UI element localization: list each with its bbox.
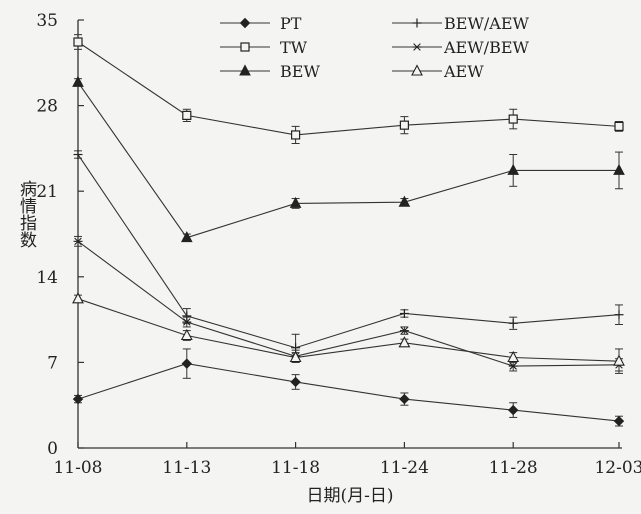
legend-label: AEW xyxy=(443,62,484,81)
y-tick-label: 7 xyxy=(47,353,58,373)
legend-item-bew: BEW xyxy=(220,62,320,81)
data-point xyxy=(182,110,192,120)
legend-item-aew: AEW xyxy=(392,62,484,81)
legend-item-pt: PT xyxy=(220,14,302,33)
x-tick-label: 12-03 xyxy=(594,458,641,478)
data-point xyxy=(181,358,193,369)
data-point xyxy=(507,163,520,175)
y-tick-label: 14 xyxy=(36,268,58,288)
data-point xyxy=(399,308,409,318)
data-point xyxy=(291,130,301,140)
data-point xyxy=(72,292,84,304)
data-point xyxy=(180,231,193,243)
data-point xyxy=(507,350,520,363)
data-point xyxy=(289,196,302,208)
data-point xyxy=(73,237,83,246)
data-point xyxy=(399,120,409,130)
axes: 0 7 14 21 28 35 11-08 11-13 11-18 11-24 11-28 12-03 xyxy=(36,11,641,478)
series-aew xyxy=(72,292,625,374)
legend-item-bew-aew: BEW/AEW xyxy=(392,14,530,33)
series-line-aew xyxy=(77,298,620,362)
legend-item-aew-bew: AEW/BEW xyxy=(392,38,530,57)
legend-item-tw: TW xyxy=(220,38,308,57)
series-line-bew xyxy=(77,82,619,239)
data-point xyxy=(507,404,519,416)
legend-label: PT xyxy=(280,14,302,33)
data-point xyxy=(72,393,84,405)
y-tick-label: 21 xyxy=(36,182,58,202)
series-line-aew-bew xyxy=(77,240,620,367)
legend-marker xyxy=(411,64,423,76)
series-line-pt xyxy=(77,363,620,422)
x-tick-label: 11-08 xyxy=(53,458,102,478)
legend: PT TW BEW BEW/AEW AEW/BEW AEW xyxy=(220,14,530,81)
legend-label: TW xyxy=(280,38,308,57)
legend-marker xyxy=(239,17,251,29)
y-axis-title: 病情指数 xyxy=(16,180,37,248)
legend-marker xyxy=(412,43,422,51)
y-tick-label: 35 xyxy=(36,11,58,31)
data-point xyxy=(73,150,83,160)
series-line-bew-aew xyxy=(77,154,620,349)
legend-label: BEW xyxy=(280,62,320,81)
data-point xyxy=(182,318,192,326)
series-line-tw xyxy=(77,41,620,136)
legend-label: BEW/AEW xyxy=(444,14,530,33)
data-point xyxy=(290,376,301,388)
x-tick-label: 11-18 xyxy=(271,458,320,478)
data-point xyxy=(614,310,624,320)
x-axis-title: 日期(月-日) xyxy=(306,486,393,506)
data-point xyxy=(613,163,625,175)
legend-marker xyxy=(239,64,251,76)
y-tick-label: 28 xyxy=(36,97,58,117)
data-point xyxy=(613,415,625,427)
y-tick-label: 0 xyxy=(47,439,58,459)
data-point xyxy=(613,354,625,366)
series-bew xyxy=(72,75,625,243)
data-point xyxy=(73,37,83,47)
x-tick-label: 11-13 xyxy=(162,458,211,478)
data-point xyxy=(508,362,518,370)
legend-label: AEW/BEW xyxy=(443,38,530,57)
series-layer xyxy=(72,34,625,427)
data-point xyxy=(508,318,518,328)
series-bew-aew xyxy=(73,150,624,362)
data-point xyxy=(399,393,410,405)
legend-marker xyxy=(240,42,250,52)
data-point xyxy=(180,328,193,341)
data-point xyxy=(398,336,411,348)
data-point xyxy=(289,350,302,363)
x-tick-label: 11-28 xyxy=(489,458,538,478)
series-pt xyxy=(72,348,625,427)
legend-marker xyxy=(412,18,422,28)
data-point xyxy=(508,114,518,124)
data-point xyxy=(399,326,409,335)
x-tick-label: 11-24 xyxy=(380,458,429,478)
data-point xyxy=(398,195,411,207)
series-tw xyxy=(73,34,624,145)
data-point xyxy=(614,121,624,131)
data-point xyxy=(72,75,84,87)
